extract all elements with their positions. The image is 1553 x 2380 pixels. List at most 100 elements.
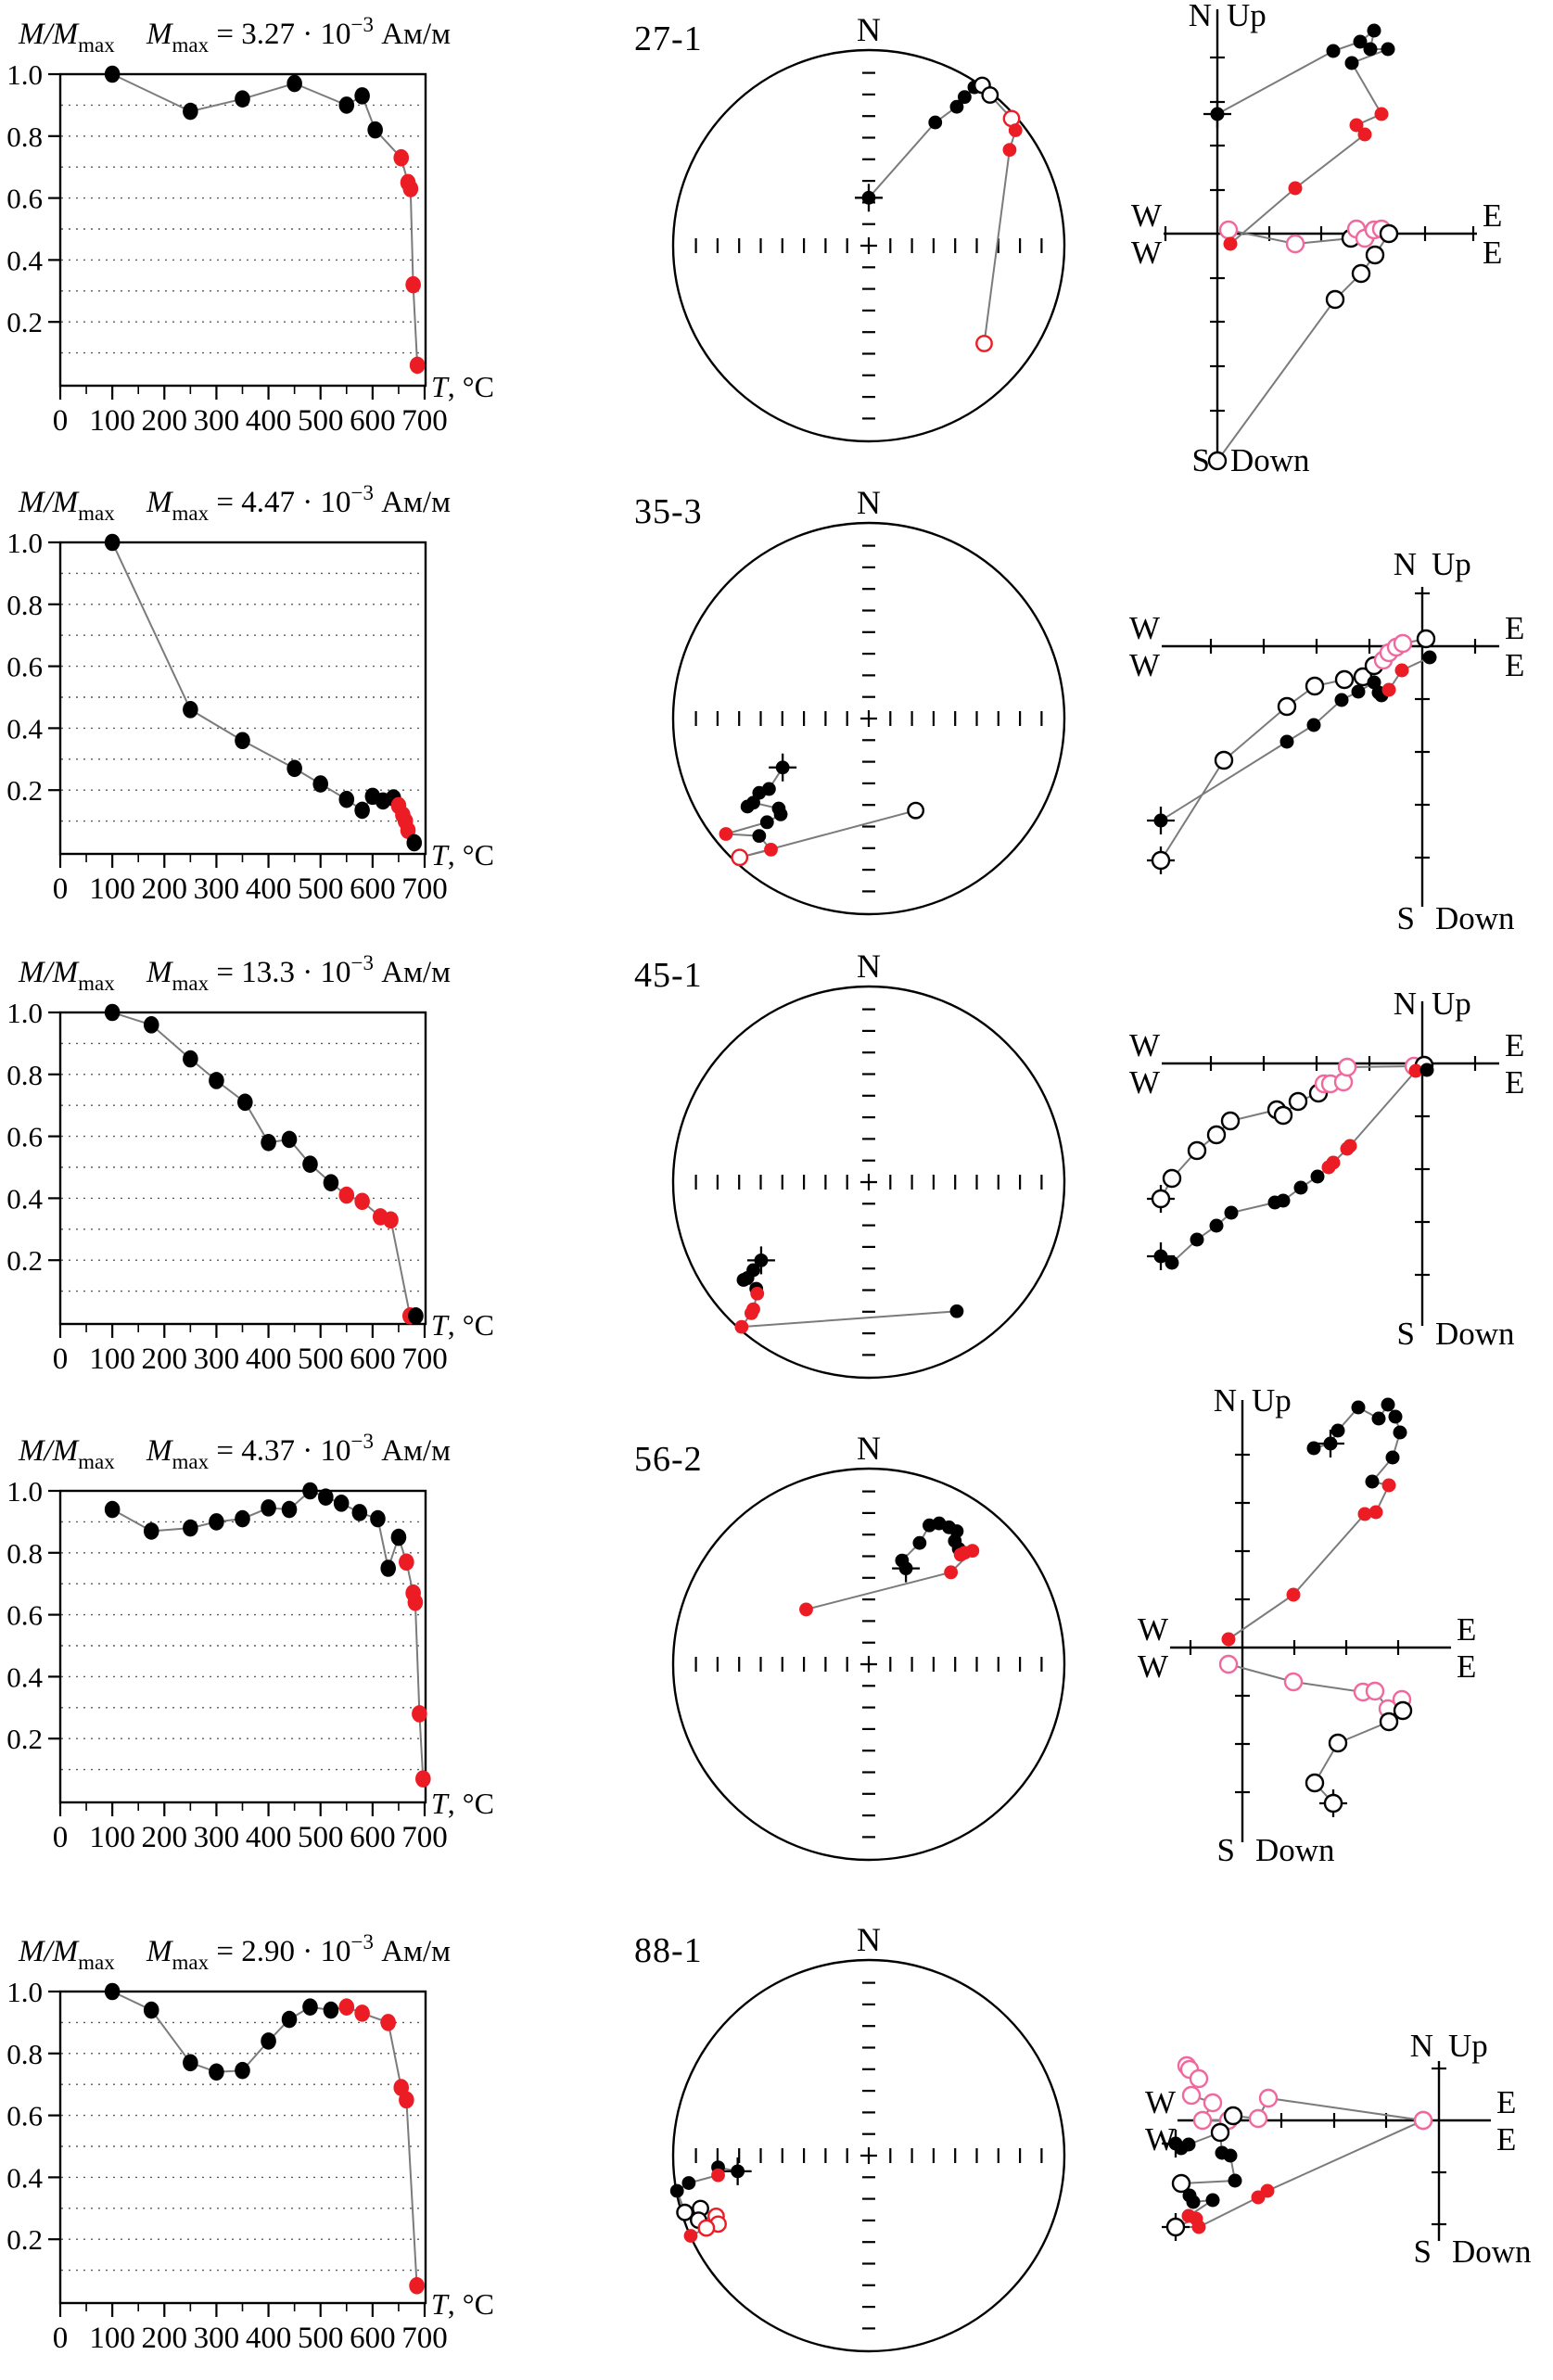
svg-text:0.8: 0.8: [6, 2038, 43, 2070]
svg-text:Up: Up: [1448, 2028, 1488, 2064]
svg-text:1.0: 1.0: [6, 997, 43, 1029]
svg-text:100: 100: [89, 2322, 135, 2355]
svg-text:0.4: 0.4: [6, 712, 43, 745]
svg-text:0: 0: [53, 1343, 69, 1376]
stereonet-45-1: N: [671, 948, 1066, 1380]
svg-text:M/Mmax: M/Mmax: [18, 956, 115, 995]
svg-text:Mmax = 4.47 · 10−3 Ам/м: Mmax = 4.47 · 10−3 Ам/м: [146, 481, 451, 525]
svg-text:E: E: [1505, 1027, 1524, 1063]
svg-text:Down: Down: [1452, 2234, 1532, 2270]
svg-text:100: 100: [89, 1821, 135, 1854]
svg-text:N: N: [1394, 986, 1417, 1022]
svg-text:0.2: 0.2: [6, 1244, 43, 1277]
svg-text:0.8: 0.8: [6, 589, 43, 621]
svg-text:M/Mmax: M/Mmax: [18, 486, 115, 525]
svg-text:1.0: 1.0: [6, 1475, 43, 1508]
svg-text:0.2: 0.2: [6, 1723, 43, 1755]
svg-text:Mmax = 2.90 · 10−3 Ам/м: Mmax = 2.90 · 10−3 Ам/м: [146, 1930, 451, 1974]
svg-text:N: N: [1394, 546, 1417, 582]
svg-text:0: 0: [53, 404, 69, 438]
svg-text:400: 400: [246, 1343, 292, 1376]
svg-text:400: 400: [246, 2322, 292, 2355]
svg-text:600: 600: [350, 1821, 396, 1854]
decay-chart-88-1: 0.2 0.4 0.6 0.8 1.0 0 100 200 300 400 500 600 700 M/M…: [6, 1930, 494, 2355]
svg-text:T, °C: T, °C: [431, 1308, 494, 1342]
svg-text:0.6: 0.6: [6, 1599, 43, 1632]
svg-text:Down: Down: [1435, 900, 1515, 936]
svg-text:T, °C: T, °C: [431, 370, 494, 403]
svg-text:1.0: 1.0: [6, 1976, 43, 2008]
svg-text:N: N: [857, 1430, 881, 1467]
stereonet-27-1: N: [671, 11, 1066, 443]
svg-text:700: 700: [401, 2322, 448, 2355]
svg-text:W: W: [1129, 1027, 1160, 1063]
svg-text:0.4: 0.4: [6, 1182, 43, 1215]
svg-text:500: 500: [298, 1821, 344, 1854]
svg-text:M/Mmax: M/Mmax: [18, 18, 115, 57]
svg-text:700: 700: [401, 872, 448, 906]
decay-chart-56-2: 0.2 0.4 0.6 0.8 1.0 0 100 200 300 400 500 600 700 M/M…: [6, 1430, 494, 1854]
svg-text:S: S: [1414, 2234, 1432, 2270]
svg-text:N: N: [857, 484, 881, 521]
svg-text:W: W: [1131, 197, 1162, 234]
svg-text:400: 400: [246, 872, 292, 906]
svg-text:W: W: [1138, 1611, 1168, 1648]
svg-text:Down: Down: [1230, 442, 1310, 478]
svg-text:W: W: [1129, 610, 1160, 646]
svg-text:0.6: 0.6: [6, 2100, 43, 2132]
svg-text:Down: Down: [1255, 1832, 1335, 1868]
svg-text:1.0: 1.0: [6, 527, 43, 559]
svg-text:300: 300: [194, 1821, 240, 1854]
svg-text:500: 500: [298, 2322, 344, 2355]
svg-text:0.2: 0.2: [6, 2223, 43, 2256]
svg-text:Mmax = 4.37 · 10−3 Ам/м: Mmax = 4.37 · 10−3 Ам/м: [146, 1430, 451, 1473]
svg-text:600: 600: [350, 404, 396, 438]
svg-text:700: 700: [401, 404, 448, 438]
svg-text:600: 600: [350, 1343, 396, 1376]
svg-text:Mmax = 13.3 · 10−3 Ам/м: Mmax = 13.3 · 10−3 Ам/м: [146, 951, 451, 995]
svg-text:E: E: [1457, 1648, 1476, 1685]
svg-text:300: 300: [194, 872, 240, 906]
svg-text:500: 500: [298, 1343, 344, 1376]
svg-text:N: N: [857, 948, 881, 985]
svg-text:600: 600: [350, 2322, 396, 2355]
svg-text:0.8: 0.8: [6, 1059, 43, 1091]
decay-chart-27-1: 0.2 0.4 0.6 0.8 1.0 0 100 200 300 400 500 600 700 M/M…: [6, 13, 494, 438]
zijderveld-diagram-27-1: N Up S Down WW EE: [1131, 0, 1502, 478]
stereonet-88-1: N: [669, 1921, 1066, 2353]
svg-text:E: E: [1505, 1064, 1524, 1101]
svg-text:200: 200: [142, 1343, 188, 1376]
decay-chart-35-3: 0.2 0.4 0.6 0.8 1.0 0 100 200 300 400 500 600 700 M/M…: [6, 481, 494, 906]
svg-text:100: 100: [89, 404, 135, 438]
svg-text:0.4: 0.4: [6, 1661, 43, 1693]
svg-text:N: N: [1189, 0, 1212, 33]
svg-text:W: W: [1145, 2084, 1176, 2120]
svg-text:E: E: [1496, 2121, 1516, 2157]
svg-text:0.2: 0.2: [6, 774, 43, 807]
svg-text:S: S: [1217, 1832, 1235, 1868]
svg-text:M/Mmax: M/Mmax: [18, 1434, 115, 1473]
sample-label-35-3: 35-3: [634, 492, 703, 531]
svg-text:400: 400: [246, 1821, 292, 1854]
svg-text:0: 0: [53, 872, 69, 906]
svg-text:400: 400: [246, 404, 292, 438]
sample-label-27-1: 27-1: [634, 19, 703, 58]
svg-text:0: 0: [53, 1821, 69, 1854]
svg-text:Up: Up: [1432, 986, 1471, 1022]
svg-text:S: S: [1397, 1316, 1415, 1352]
svg-text:Up: Up: [1227, 0, 1267, 33]
svg-text:E: E: [1483, 235, 1502, 271]
svg-text:200: 200: [142, 2322, 188, 2355]
zijderveld-diagram-35-3: N Up S Down WW EE: [1129, 546, 1524, 936]
svg-text:N: N: [1410, 2028, 1433, 2064]
svg-text:W: W: [1131, 235, 1162, 271]
zijderveld-diagram-56-2: N Up S Down WW EE: [1138, 1382, 1476, 1868]
svg-text:0.6: 0.6: [6, 1121, 43, 1153]
svg-text:W: W: [1138, 1648, 1168, 1685]
svg-text:T, °C: T, °C: [431, 2287, 494, 2321]
svg-text:600: 600: [350, 872, 396, 906]
svg-text:300: 300: [194, 404, 240, 438]
svg-text:W: W: [1129, 647, 1160, 683]
